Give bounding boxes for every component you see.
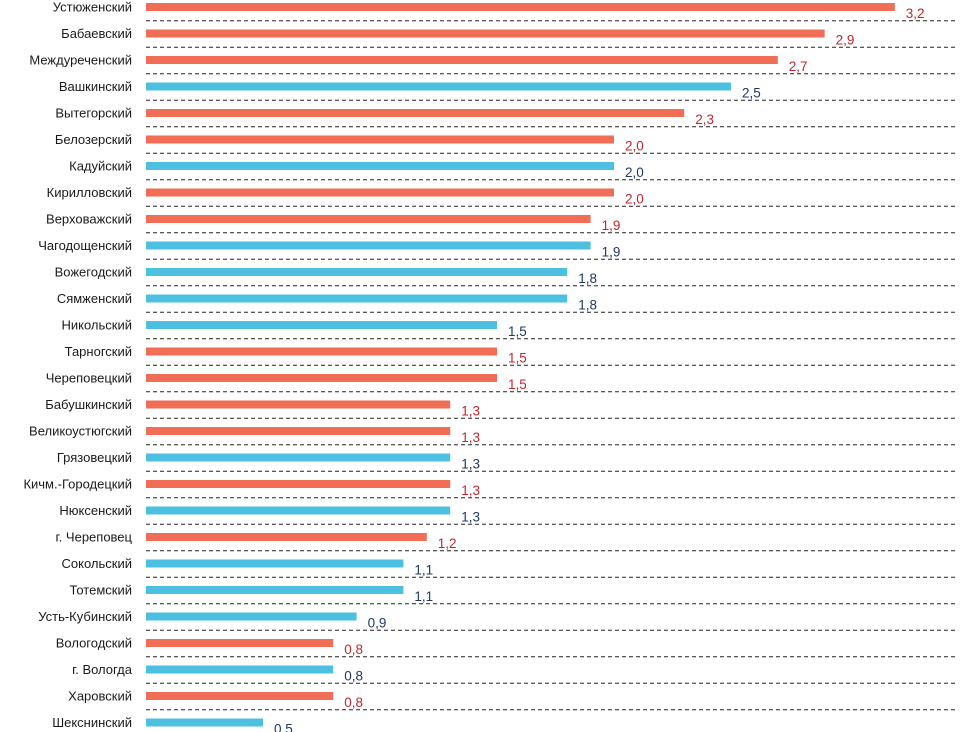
bar [146,692,334,700]
value-labels: 3,2 2,9 2,7 2,5 2,3 2,0 2,0 2,0 1,9 1,9 1,8 1,8 1,5 1… [274,6,925,732]
bar [146,82,731,91]
category-label: Вашкинский [59,79,132,94]
bar [146,374,497,382]
category-label: Чагодощенский [38,238,132,253]
category-label: Белозерский [55,132,132,147]
value-label: 2,9 [836,33,855,48]
bar [146,506,451,515]
value-label: 1,1 [414,589,433,604]
value-label: 0,8 [344,695,363,710]
value-label: 0,8 [344,669,363,684]
value-label: 1,3 [461,404,480,419]
bar [146,241,591,250]
category-label: Нюксенский [59,503,132,518]
category-labels: Устюженский Бабаевский Междуреченский Вашки… [23,0,132,730]
category-label: Сямженский [57,291,132,306]
category-label: Бабаевский [61,26,132,41]
category-label: Великоустюгский [29,424,132,439]
category-label: Никольский [62,318,133,333]
value-label: 0,8 [344,642,363,657]
value-label: 0,5 [274,722,293,732]
value-label: 1,3 [461,510,480,525]
bar [146,533,427,541]
category-label: Кирилловский [47,185,132,200]
category-label: Грязовецкий [57,450,132,465]
bar [146,612,357,621]
bar [146,135,614,144]
bar [146,718,263,727]
bar [146,586,404,594]
value-label: 2,7 [789,59,808,74]
value-label: 2,5 [742,86,761,101]
value-label: 1,8 [578,271,597,286]
value-label: 1,1 [414,563,433,578]
category-label: Верховажский [46,212,132,227]
value-label: 2,0 [625,192,644,207]
row-separators [146,20,958,711]
bar [146,56,778,64]
value-label: 2,3 [695,112,714,127]
bar [146,347,497,356]
value-label: 1,2 [438,536,457,551]
category-label: Тотемский [69,583,132,598]
category-label: г. Вологда [72,662,133,677]
bar [146,427,451,435]
bar [146,268,568,276]
category-label: Кадуйский [69,159,132,174]
bar [146,665,334,674]
bar [146,453,451,462]
category-label: Вожегодский [55,265,132,280]
value-label: 0,9 [368,616,387,631]
value-label: 1,5 [508,377,527,392]
value-label: 1,8 [578,298,597,313]
category-label: Вологодский [56,636,132,651]
value-label: 2,0 [625,139,644,154]
bar [146,400,451,409]
value-label: 3,2 [906,6,925,21]
category-label: Сокольский [62,556,132,571]
value-label: 1,3 [461,430,480,445]
bar [146,29,825,38]
value-label: 1,3 [461,457,480,472]
value-label: 1,5 [508,351,527,366]
category-label: Харовский [68,689,132,704]
category-label: Вытегорский [55,106,132,121]
category-label: Шекснинский [52,715,132,730]
value-label: 1,3 [461,483,480,498]
bar [146,215,591,223]
category-label: Усть-Кубинский [38,609,132,624]
bar [146,162,614,170]
value-label: 1,9 [602,245,621,260]
value-label: 2,0 [625,165,644,180]
bar [146,3,895,11]
bar [146,109,685,117]
bar [146,294,568,303]
value-label: 1,9 [602,218,621,233]
bar [146,480,451,488]
category-label: Кичм.-Городецкий [23,477,132,492]
category-label: Бабушкинский [45,397,132,412]
bar [146,559,404,568]
category-label: Междуреченский [29,53,132,68]
value-label: 1,5 [508,324,527,339]
category-label: Тарногский [65,344,132,359]
bars [146,3,895,727]
bar [146,188,614,197]
category-label: г. Череповец [56,530,133,545]
category-label: Череповецкий [46,371,132,386]
category-label: Устюженский [53,0,132,15]
bar [146,321,497,329]
bar [146,639,334,647]
